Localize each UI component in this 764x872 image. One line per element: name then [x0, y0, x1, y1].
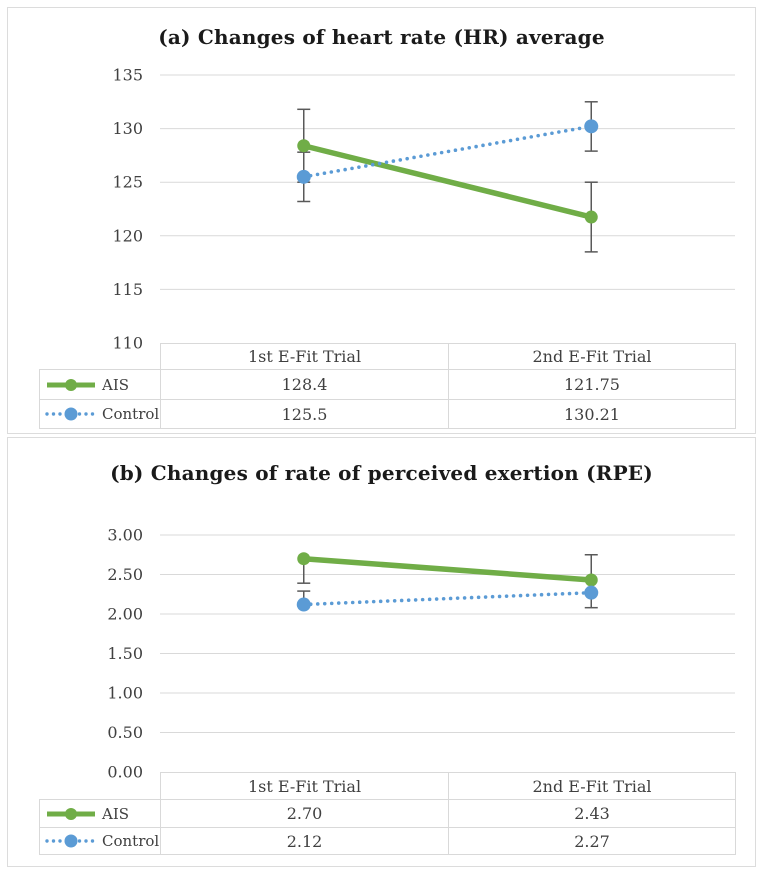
svg-text:0.50: 0.50: [107, 723, 143, 742]
rpe-legend-label-control: Control: [102, 832, 160, 850]
control-dotted-line-marker-icon: [45, 407, 97, 421]
hr-legend-item-ais: AIS: [39, 369, 160, 399]
hr-control-trial2-value: 130.21: [448, 399, 736, 429]
svg-text:120: 120: [112, 226, 143, 245]
hr-data-table: 1st E-Fit Trial 2nd E-Fit Trial AIS 128.…: [39, 343, 736, 429]
svg-text:125: 125: [112, 173, 143, 192]
hr-chart-title: (a) Changes of heart rate (HR) average: [158, 25, 605, 49]
rpe-ais-trial2-value: 2.43: [448, 799, 736, 827]
hr-ais-trial2-value: 121.75: [448, 369, 736, 399]
ais-solid-line-marker-icon: [47, 378, 95, 391]
hr-legend-label-control: Control: [102, 405, 160, 423]
svg-text:1.00: 1.00: [107, 684, 143, 703]
rpe-column-header-trial1: 1st E-Fit Trial: [160, 772, 448, 799]
rpe-legend-item-control: Control: [39, 827, 160, 855]
svg-text:3.00: 3.00: [107, 526, 143, 545]
rpe-column-header-trial2: 2nd E-Fit Trial: [448, 772, 736, 799]
hr-legend-label-ais: AIS: [102, 375, 130, 394]
hr-column-header-trial2: 2nd E-Fit Trial: [448, 343, 736, 369]
svg-text:110: 110: [112, 334, 143, 353]
svg-text:115: 115: [112, 280, 143, 299]
svg-text:1.50: 1.50: [107, 644, 143, 663]
hr-line-chart: 135 130 125 120 115 110: [112, 66, 735, 353]
rpe-control-trial1-value: 2.12: [160, 827, 448, 855]
svg-text:135: 135: [112, 66, 143, 85]
rpe-legend-label-ais: AIS: [102, 804, 130, 823]
panel-rpe-chart: (b) Changes of rate of perceived exertio…: [7, 437, 756, 867]
rpe-control-trial2-value: 2.27: [448, 827, 736, 855]
control-dotted-line-marker-icon: [45, 834, 97, 848]
rpe-data-table: 1st E-Fit Trial 2nd E-Fit Trial AIS 2.70…: [39, 772, 736, 855]
svg-text:2.50: 2.50: [107, 565, 143, 584]
panel-hr-chart: (a) Changes of heart rate (HR) average 1…: [7, 7, 756, 434]
rpe-legend-item-ais: AIS: [39, 799, 160, 827]
hr-legend-item-control: Control: [39, 399, 160, 429]
hr-control-trial1-value: 125.5: [160, 399, 448, 429]
rpe-line-chart: 3.00 2.50 2.00 1.50 1.00 0.50 0.00: [107, 526, 735, 782]
svg-text:0.00: 0.00: [107, 763, 143, 782]
hr-table-corner-spacer: [39, 343, 160, 369]
rpe-chart-title: (b) Changes of rate of perceived exertio…: [110, 461, 653, 485]
hr-ais-trial1-value: 128.4: [160, 369, 448, 399]
rpe-table-corner-spacer: [39, 772, 160, 799]
ais-solid-line-marker-icon: [47, 807, 95, 820]
svg-text:130: 130: [112, 119, 143, 138]
hr-column-header-trial1: 1st E-Fit Trial: [160, 343, 448, 369]
rpe-ais-trial1-value: 2.70: [160, 799, 448, 827]
svg-text:2.00: 2.00: [107, 605, 143, 624]
